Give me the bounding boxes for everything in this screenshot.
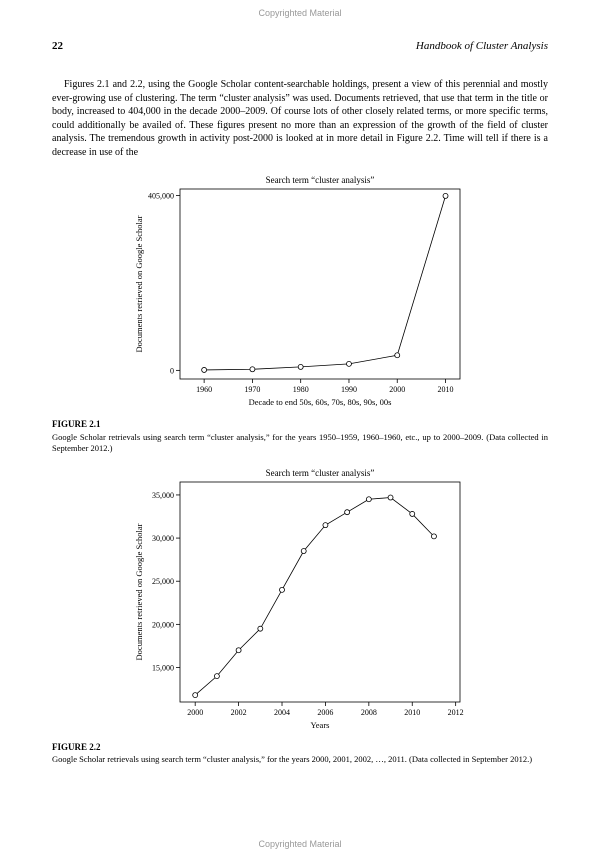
svg-text:1960: 1960 [196,385,212,394]
figure-2-1-label: FIGURE 2.1 [52,419,548,431]
svg-text:2002: 2002 [231,708,247,717]
chart-1-svg: Search term “cluster analysis” 1960 1970 19… [130,171,470,413]
svg-text:0: 0 [170,366,174,375]
svg-text:35,000: 35,000 [152,491,174,500]
figure-2-2-chart: Search term “cluster analysis” 2000 2002 20… [52,464,548,736]
svg-text:2006: 2006 [317,708,333,717]
figure-2-2-caption-text: Google Scholar retrievals using search t… [52,754,532,764]
svg-text:30,000: 30,000 [152,534,174,543]
svg-text:Search term “cluster analysis”: Search term “cluster analysis” [266,175,375,185]
svg-text:15,000: 15,000 [152,663,174,672]
page-header: 22 Handbook of Cluster Analysis [52,40,548,52]
copyright-top: Copyrighted Material [0,8,600,18]
svg-text:2010: 2010 [404,708,420,717]
svg-text:405,000: 405,000 [148,191,174,200]
chart-2-svg: Search term “cluster analysis” 2000 2002 20… [130,464,470,736]
svg-text:1990: 1990 [341,385,357,394]
svg-text:2012: 2012 [448,708,464,717]
figure-2-1-caption-text: Google Scholar retrievals using search t… [52,432,548,453]
svg-text:1980: 1980 [293,385,309,394]
copyright-bottom: Copyrighted Material [0,839,600,849]
page-number: 22 [52,40,63,52]
page-content: 22 Handbook of Cluster Analysis Figures … [0,0,600,806]
figure-2-1: Search term “cluster analysis” 1960 1970 19… [52,171,548,454]
svg-text:2000: 2000 [187,708,203,717]
svg-text:Years: Years [311,720,330,730]
body-paragraph: Figures 2.1 and 2.2, using the Google Sc… [52,78,548,159]
svg-text:Search term “cluster analysis”: Search term “cluster analysis” [266,468,375,478]
svg-text:2008: 2008 [361,708,377,717]
book-title: Handbook of Cluster Analysis [416,40,548,52]
svg-text:Documents retrieved on Google: Documents retrieved on Google Scholar [134,523,144,660]
svg-text:2004: 2004 [274,708,290,717]
figure-2-1-chart: Search term “cluster analysis” 1960 1970 19… [52,171,548,413]
figure-2-2-label: FIGURE 2.2 [52,742,548,754]
svg-text:Decade to end 50s, 60s, 70s, 8: Decade to end 50s, 60s, 70s, 80s, 90s, 0… [249,397,392,407]
figure-2-2: Search term “cluster analysis” 2000 2002 20… [52,464,548,766]
svg-text:2000: 2000 [389,385,405,394]
svg-text:20,000: 20,000 [152,620,174,629]
svg-text:1970: 1970 [244,385,260,394]
svg-text:Documents retrieved on Google: Documents retrieved on Google Scholar [134,215,144,352]
figure-2-2-caption: FIGURE 2.2 Google Scholar retrievals usi… [52,742,548,766]
svg-text:2010: 2010 [438,385,454,394]
svg-text:25,000: 25,000 [152,577,174,586]
figure-2-1-caption: FIGURE 2.1 Google Scholar retrievals usi… [52,419,548,454]
